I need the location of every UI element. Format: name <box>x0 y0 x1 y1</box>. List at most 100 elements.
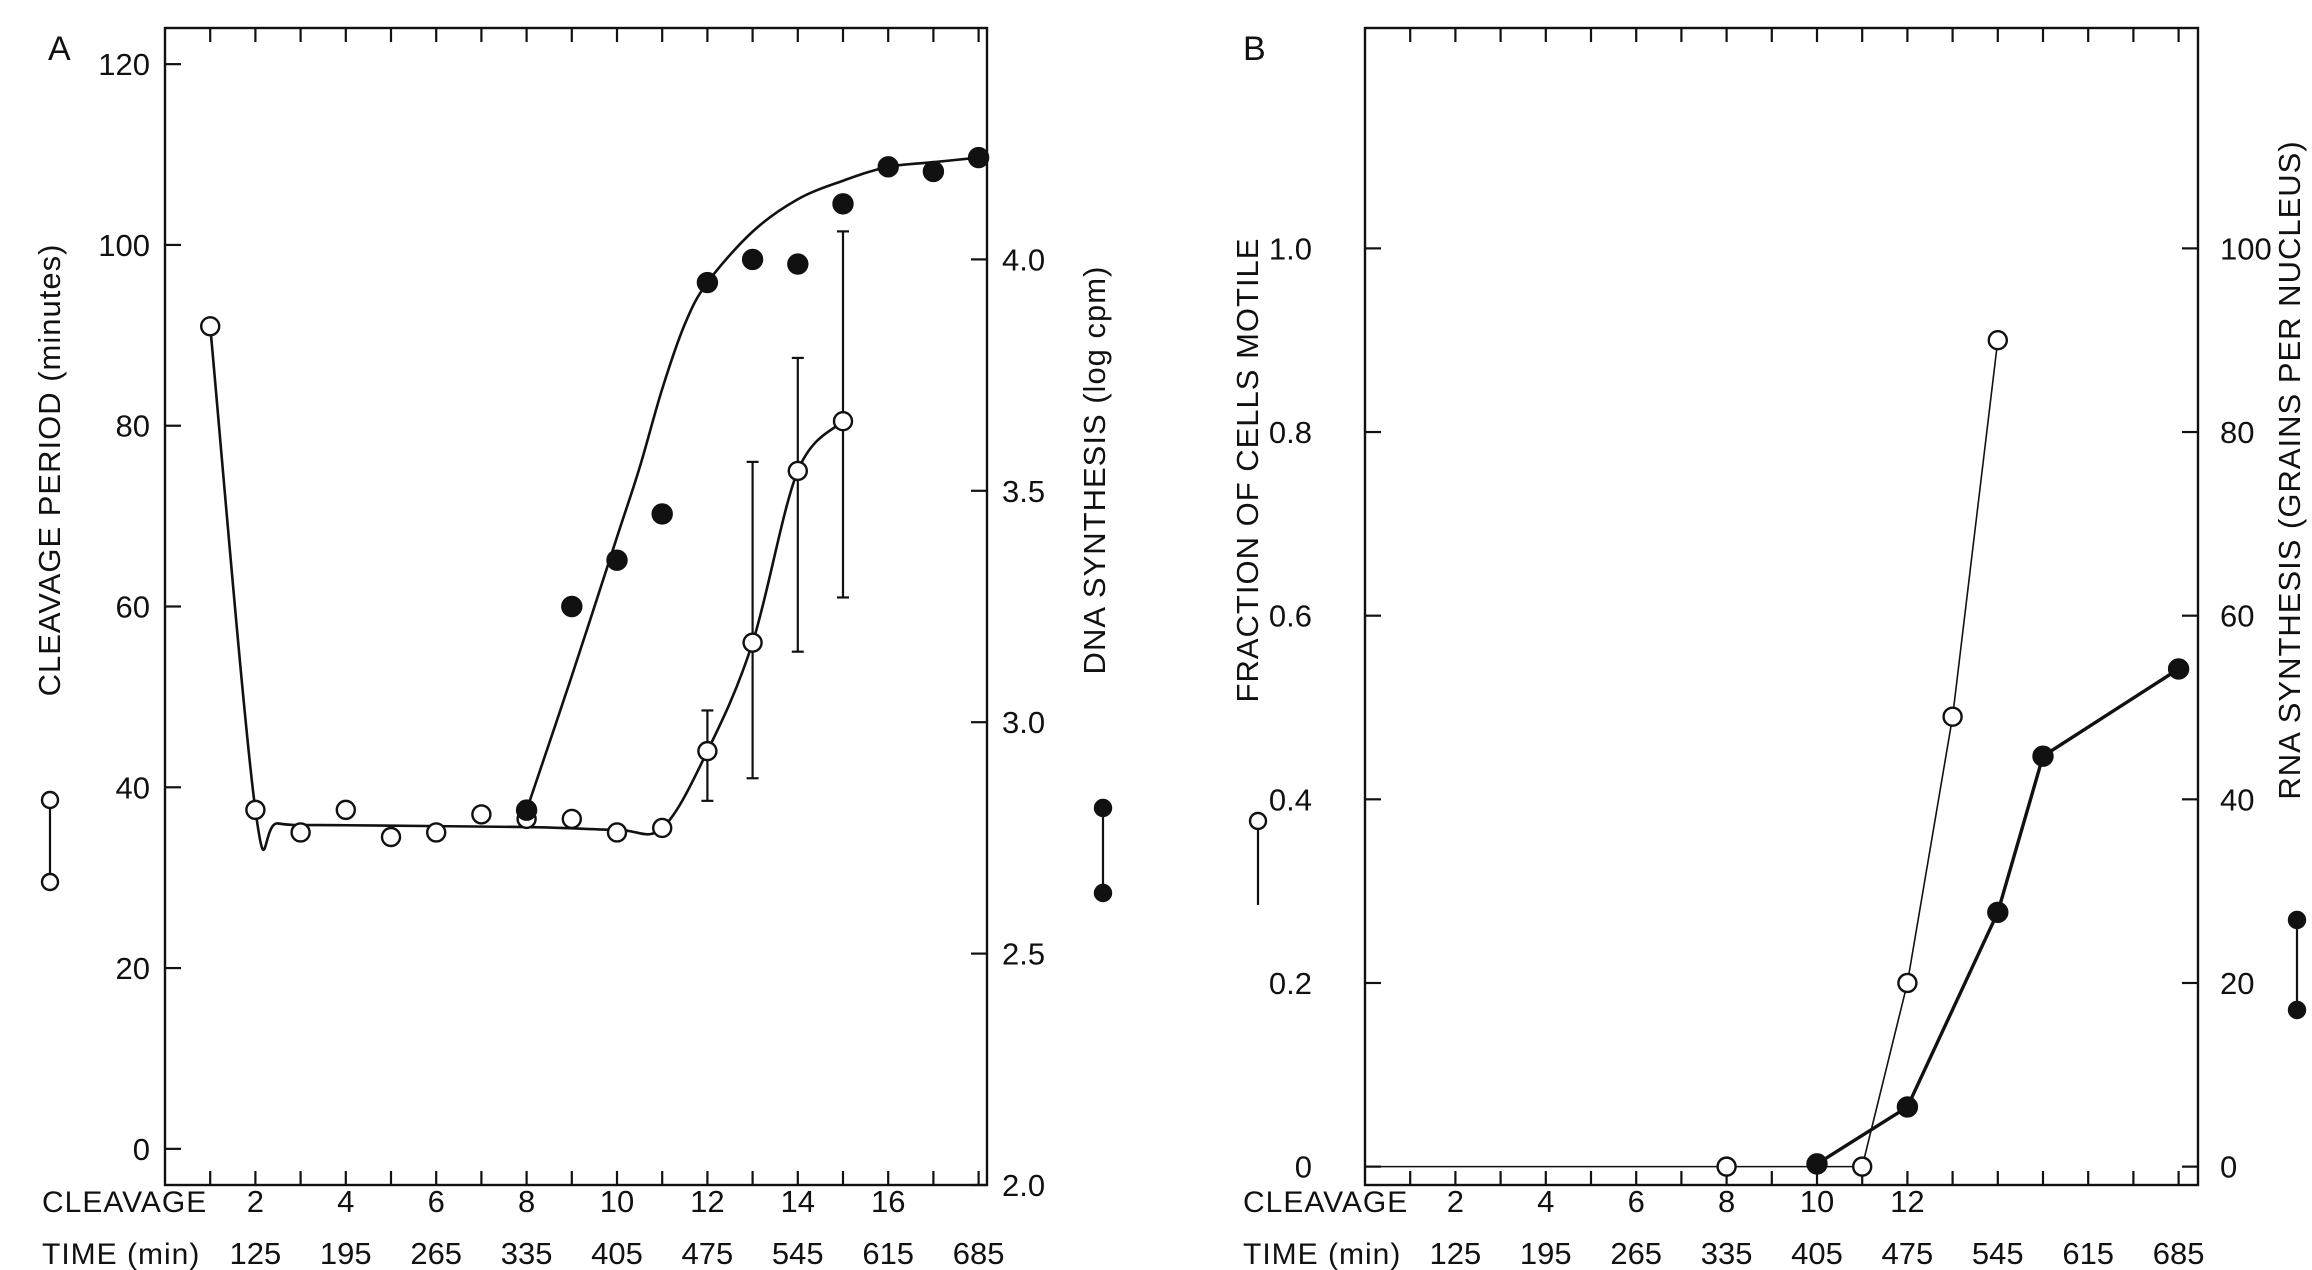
series-open-point <box>290 822 311 843</box>
panel-a: A CLEAVAGE 2 4 6 8 10 12 14 16 TIME (min) 125 195 265… <box>32 26 1113 1270</box>
cleavage-tick-label: 12 <box>1890 1184 1924 1219</box>
series-open-point <box>1897 972 1918 994</box>
series-open-line <box>1364 339 1999 1168</box>
time-tick-label: 195 <box>1520 1236 1572 1270</box>
cleavage-tick-label: 4 <box>337 1184 354 1219</box>
left-y-tick-label: 40 <box>116 770 150 805</box>
series-open-point <box>1987 330 2009 351</box>
cleavage-tick-label: 8 <box>518 1184 535 1219</box>
series-filled-point <box>651 503 673 525</box>
plot-frame <box>1363 26 2200 1187</box>
legend-open-marker <box>1248 811 1268 831</box>
right-y-tick-label: 100 <box>2220 231 2272 266</box>
right-axis-title: RNA SYNTHESIS (GRAINS PER NUCLEUS) <box>2272 140 2307 799</box>
left-y-tick-label: 80 <box>116 409 150 444</box>
series-open-point <box>1942 706 1963 727</box>
left-y-tick-label: 100 <box>98 228 150 263</box>
series-filled-point <box>922 160 945 183</box>
left-axis-title: FRACTION OF CELLS MOTILE <box>1230 238 1265 703</box>
right-y-tick-label: 80 <box>2220 415 2254 450</box>
left-y-tick-label: 60 <box>116 590 150 625</box>
series-filled-point <box>606 549 628 571</box>
time-row-label: TIME (min) <box>1243 1238 1401 1270</box>
cleavage-tick-label: 2 <box>247 1184 264 1219</box>
left-y-tick-label: 120 <box>98 47 150 82</box>
series-filled-point <box>696 271 719 294</box>
time-tick-label: 125 <box>230 1236 282 1270</box>
left-y-tick-label: 0.6 <box>1269 599 1312 634</box>
time-tick-label: 685 <box>2153 1236 2205 1270</box>
legend-open-marker <box>40 872 60 892</box>
panel-b: B CLEAVAGE 2 4 6 8 10 12 TIME (min) 125 195 265 335 4… <box>1230 26 2307 1270</box>
cleavage-tick-label: 10 <box>1800 1184 1834 1219</box>
series-open-point <box>832 410 854 432</box>
time-tick-label: 615 <box>2062 1236 2114 1270</box>
series-filled-point <box>1987 901 2009 923</box>
series-filled-point <box>2032 745 2054 767</box>
time-tick-label: 615 <box>862 1236 914 1270</box>
right-axis-title: DNA SYNTHESIS (log cpm) <box>1077 266 1112 675</box>
series-open-point <box>199 316 221 337</box>
time-tick-label: 125 <box>1430 1236 1482 1270</box>
right-y-tick-label: 2.5 <box>1002 937 1045 972</box>
panel-label: A <box>48 30 71 68</box>
panel-label: B <box>1243 30 1266 68</box>
legend-filled-marker <box>1093 798 1113 818</box>
series-filled-point <box>877 156 899 178</box>
series-open-point <box>561 808 582 830</box>
legend-open-marker <box>40 790 60 810</box>
series-filled-point <box>787 253 809 275</box>
series-open-point <box>1851 1156 1873 1177</box>
cleavage-tick-label: 8 <box>1718 1184 1735 1219</box>
time-tick-label: 545 <box>772 1236 824 1270</box>
right-y-tick-label: 3.0 <box>1002 705 1045 740</box>
time-tick-label: 405 <box>1791 1236 1843 1270</box>
series-filled-point <box>1806 1153 1828 1175</box>
left-y-tick-label: 1.0 <box>1269 231 1312 266</box>
time-row-label: TIME (min) <box>42 1238 200 1270</box>
cleavage-tick-label: 10 <box>600 1184 634 1219</box>
legend-filled-marker <box>2287 910 2307 930</box>
series-open-point <box>652 817 673 839</box>
time-tick-label: 335 <box>501 1236 553 1270</box>
left-axis-title: CLEAVAGE PERIOD (minutes) <box>32 244 67 697</box>
time-tick-label: 265 <box>1610 1236 1662 1270</box>
time-tick-label: 195 <box>320 1236 372 1270</box>
right-y-tick-label: 20 <box>2220 966 2254 1001</box>
right-y-tick-label: 3.5 <box>1002 474 1045 509</box>
cleavage-tick-label: 2 <box>1447 1184 1464 1219</box>
right-y-tick-label: 60 <box>2220 599 2254 634</box>
series-open-point <box>426 822 447 843</box>
left-y-tick-label: 0.8 <box>1269 415 1312 450</box>
series-open-point <box>606 822 628 843</box>
series-filled-point <box>2167 658 2190 680</box>
series-open-line <box>208 324 845 852</box>
left-y-tick-label: 0.4 <box>1269 782 1312 817</box>
cleavage-tick-label: 6 <box>1628 1184 1645 1219</box>
series-open-point <box>787 460 808 482</box>
series-open-point <box>335 799 356 821</box>
series-open-point <box>742 632 763 653</box>
time-tick-label: 475 <box>682 1236 734 1270</box>
right-y-tick-label: 40 <box>2220 782 2254 817</box>
time-tick-label: 335 <box>1701 1236 1753 1270</box>
cleavage-tick-label: 4 <box>1537 1184 1554 1219</box>
series-open-point <box>1716 1156 1737 1177</box>
time-tick-label: 685 <box>953 1236 1005 1270</box>
cleavage-tick-label: 14 <box>781 1184 815 1219</box>
cleavage-tick-label: 16 <box>871 1184 905 1219</box>
time-tick-label: 405 <box>591 1236 643 1270</box>
series-filled-point <box>515 799 538 821</box>
time-tick-label: 265 <box>410 1236 462 1270</box>
right-y-tick-label: 2.0 <box>1002 1168 1045 1203</box>
series-filled-point <box>832 193 854 215</box>
series-open-point <box>380 826 402 848</box>
right-y-tick-label: 0 <box>2220 1150 2237 1185</box>
cleavage-row-label: CLEAVAGE <box>42 1186 207 1219</box>
left-y-tick-label: 0 <box>1295 1150 1312 1185</box>
series-filled-point <box>741 248 764 271</box>
legend-filled-marker <box>1093 883 1113 903</box>
series-open-point <box>245 799 266 821</box>
left-y-tick-label: 0.2 <box>1269 966 1312 1001</box>
